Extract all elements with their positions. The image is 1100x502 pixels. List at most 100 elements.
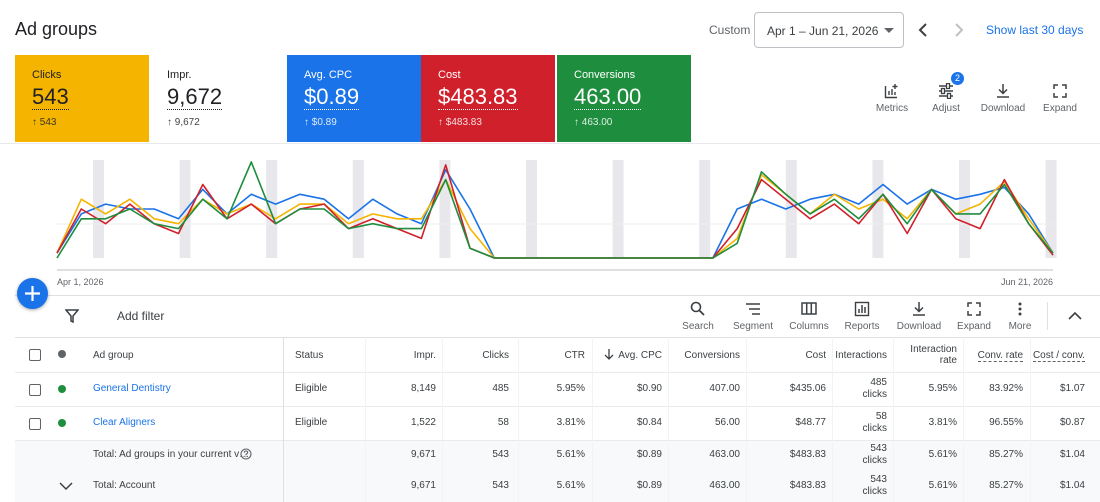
icon[interactable]: [801, 301, 817, 317]
cell-value: 543: [492, 480, 509, 491]
series-line: [56, 164, 1054, 259]
metric-change: ↑ $0.89: [304, 117, 337, 128]
tool-label: Download: [980, 103, 1026, 114]
col-border: [963, 337, 964, 502]
icon[interactable]: [995, 83, 1011, 99]
add-filter[interactable]: Add filter: [117, 309, 165, 323]
weekend-band: [785, 160, 797, 258]
metric-card[interactable]: Cost $483.83 ↑ $483.83: [421, 55, 555, 142]
x-end-label: Jun 21, 2026: [1001, 277, 1053, 287]
cell-value: $1.04: [1059, 449, 1085, 460]
row-border: [15, 440, 1100, 441]
cell-value: 5.95%: [556, 383, 585, 394]
glyph: [854, 301, 870, 317]
action-label: Download: [896, 321, 942, 332]
icon[interactable]: [59, 482, 73, 491]
cell-value: $0.89: [636, 449, 662, 460]
icon[interactable]: [745, 301, 761, 317]
checkbox[interactable]: [29, 418, 41, 430]
cell-value: 5.61%: [556, 449, 585, 460]
cell-value: $0.87: [1059, 417, 1085, 428]
prev-button[interactable]: [917, 23, 929, 37]
metric-card[interactable]: Conversions 463.00 ↑ 463.00: [557, 55, 691, 142]
page-title: Ad groups: [15, 19, 98, 39]
glyph: [698, 309, 705, 316]
icon[interactable]: [884, 83, 900, 99]
weekend-band: [1045, 160, 1057, 258]
show-last-link[interactable]: Show last 30 days: [986, 23, 1084, 37]
checkbox[interactable]: [29, 349, 41, 361]
checkbox[interactable]: [29, 384, 41, 396]
tool-label: Adjust: [932, 103, 960, 114]
cell-value: 485 clicks: [862, 377, 887, 400]
cell-value: 58: [497, 417, 509, 428]
column-header[interactable]: Interaction rate: [910, 344, 957, 366]
metric-card[interactable]: Impr. 9,672 ↑ 9,672: [150, 55, 284, 142]
icon[interactable]: [1052, 83, 1068, 99]
cell-value: 3.81%: [556, 417, 585, 428]
collapse-button[interactable]: [1068, 311, 1082, 321]
date-range: Apr 1 – Jun 21, 2026: [767, 24, 879, 38]
status-dot-header: [58, 350, 66, 358]
cell-value: 9,671: [410, 449, 436, 460]
column-header[interactable]: Ad group: [93, 350, 134, 361]
filter-icon[interactable]: [65, 309, 79, 323]
dropdown-caret: [884, 28, 894, 33]
metric-label: Conversions: [574, 69, 636, 81]
icon[interactable]: [911, 301, 927, 317]
cell-value: 56.00: [714, 417, 740, 428]
cell-value: 5.61%: [928, 449, 957, 460]
date-picker[interactable]: Apr 1 – Jun 21, 2026: [754, 12, 904, 48]
sort-arrow: [604, 349, 614, 360]
metric-card[interactable]: Clicks 543 ↑ 543: [15, 55, 149, 142]
icon: [604, 349, 614, 360]
glyph: [945, 83, 951, 90]
cell-value: $48.77: [795, 417, 826, 428]
icon[interactable]: [690, 301, 706, 317]
glyph: [801, 302, 817, 315]
ad-group-link[interactable]: General Dentistry: [93, 383, 171, 394]
column-header[interactable]: Conv. rate: [977, 350, 1023, 362]
column-header[interactable]: Conversions: [684, 350, 740, 361]
total-label: Total: Account: [93, 480, 156, 491]
cell-value: 485: [492, 383, 509, 394]
next-button[interactable]: [953, 23, 965, 37]
col-border: [442, 337, 443, 502]
cell-value: $0.89: [636, 480, 662, 491]
column-header[interactable]: Impr.: [413, 350, 436, 361]
column-header[interactable]: CTR: [564, 350, 585, 361]
column-header[interactable]: Avg. CPC: [618, 350, 662, 361]
column-header[interactable]: Cost: [805, 350, 826, 361]
col-border: [832, 337, 833, 502]
ad-group-link[interactable]: Clear Aligners: [93, 417, 156, 428]
cell-value: $0.84: [636, 417, 662, 428]
col-border: [283, 337, 284, 502]
icon[interactable]: [938, 83, 954, 99]
metric-change: ↑ 9,672: [167, 117, 200, 128]
status-dot: [58, 385, 66, 393]
glyph: [1018, 307, 1022, 311]
column-header[interactable]: Clicks: [482, 350, 509, 361]
metric-card[interactable]: Avg. CPC $0.89 ↑ $0.89: [287, 55, 421, 142]
cell-value: 9,671: [410, 480, 436, 491]
totals-bg: [15, 441, 1100, 502]
icon[interactable]: [240, 448, 252, 460]
icon[interactable]: [854, 301, 870, 317]
glyph: [913, 302, 925, 316]
action-label: Reports: [844, 321, 880, 332]
cell-value: 463.00: [709, 480, 740, 491]
chevron: [59, 482, 73, 491]
col-border: [1030, 337, 1031, 502]
column-header[interactable]: Status: [295, 350, 324, 361]
cell-value: $483.83: [789, 449, 826, 460]
column-header[interactable]: Interactions: [835, 350, 887, 361]
col-border: [592, 337, 593, 502]
col-border: [365, 337, 366, 502]
row-border: [15, 406, 1100, 407]
col-border: [746, 337, 747, 502]
icon[interactable]: [1012, 301, 1028, 317]
tool-label: Expand: [1043, 103, 1077, 114]
icon[interactable]: [966, 301, 982, 317]
column-header[interactable]: Cost / conv.: [1032, 350, 1085, 362]
add-button[interactable]: [17, 278, 48, 309]
